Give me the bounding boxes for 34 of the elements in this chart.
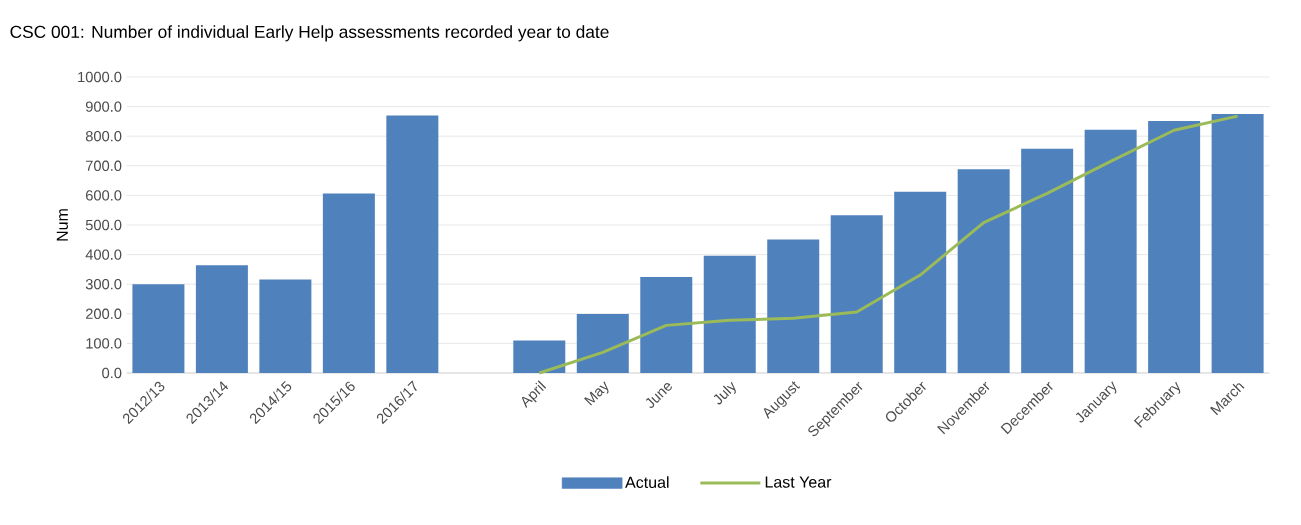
chart-title: CSC 001: Number of individual Early Help assessments recorded year to date [10, 25, 609, 42]
y-axis-title: Num [56, 209, 68, 241]
bar [767, 239, 820, 373]
y-tick-label: 800.0 [85, 131, 122, 142]
bar [703, 255, 756, 373]
bar [894, 191, 947, 373]
y-tick-label: 200.0 [85, 308, 122, 319]
bar [386, 115, 439, 373]
y-tick-label: 500.0 [85, 219, 122, 231]
line-series [537, 114, 1240, 375]
y-tick-label: 900.0 [85, 101, 122, 112]
bar [1021, 148, 1074, 373]
bar [640, 277, 693, 373]
y-tick-label: 400.0 [85, 249, 122, 260]
bar [513, 340, 566, 373]
bar [830, 215, 883, 373]
y-tick-label: 700.0 [86, 160, 122, 171]
y-tick-label: 100.0 [86, 338, 122, 349]
bar [195, 265, 248, 373]
y-tick-label: 300.0 [85, 279, 122, 290]
bar [957, 169, 1010, 373]
bar [1211, 114, 1264, 373]
legend-label: Last Year [765, 476, 832, 488]
bar [132, 284, 185, 373]
bar [1084, 129, 1137, 373]
y-tick-label: 0.0 [102, 367, 122, 379]
bar [322, 193, 375, 373]
bar [576, 314, 629, 373]
bar [1148, 121, 1201, 373]
y-tick-label: 1000.0 [78, 71, 122, 83]
y-tick-label: 600.0 [86, 190, 122, 201]
x-tick-label: July [713, 381, 736, 405]
legend-label: Actual [625, 476, 669, 489]
bar [259, 279, 312, 373]
